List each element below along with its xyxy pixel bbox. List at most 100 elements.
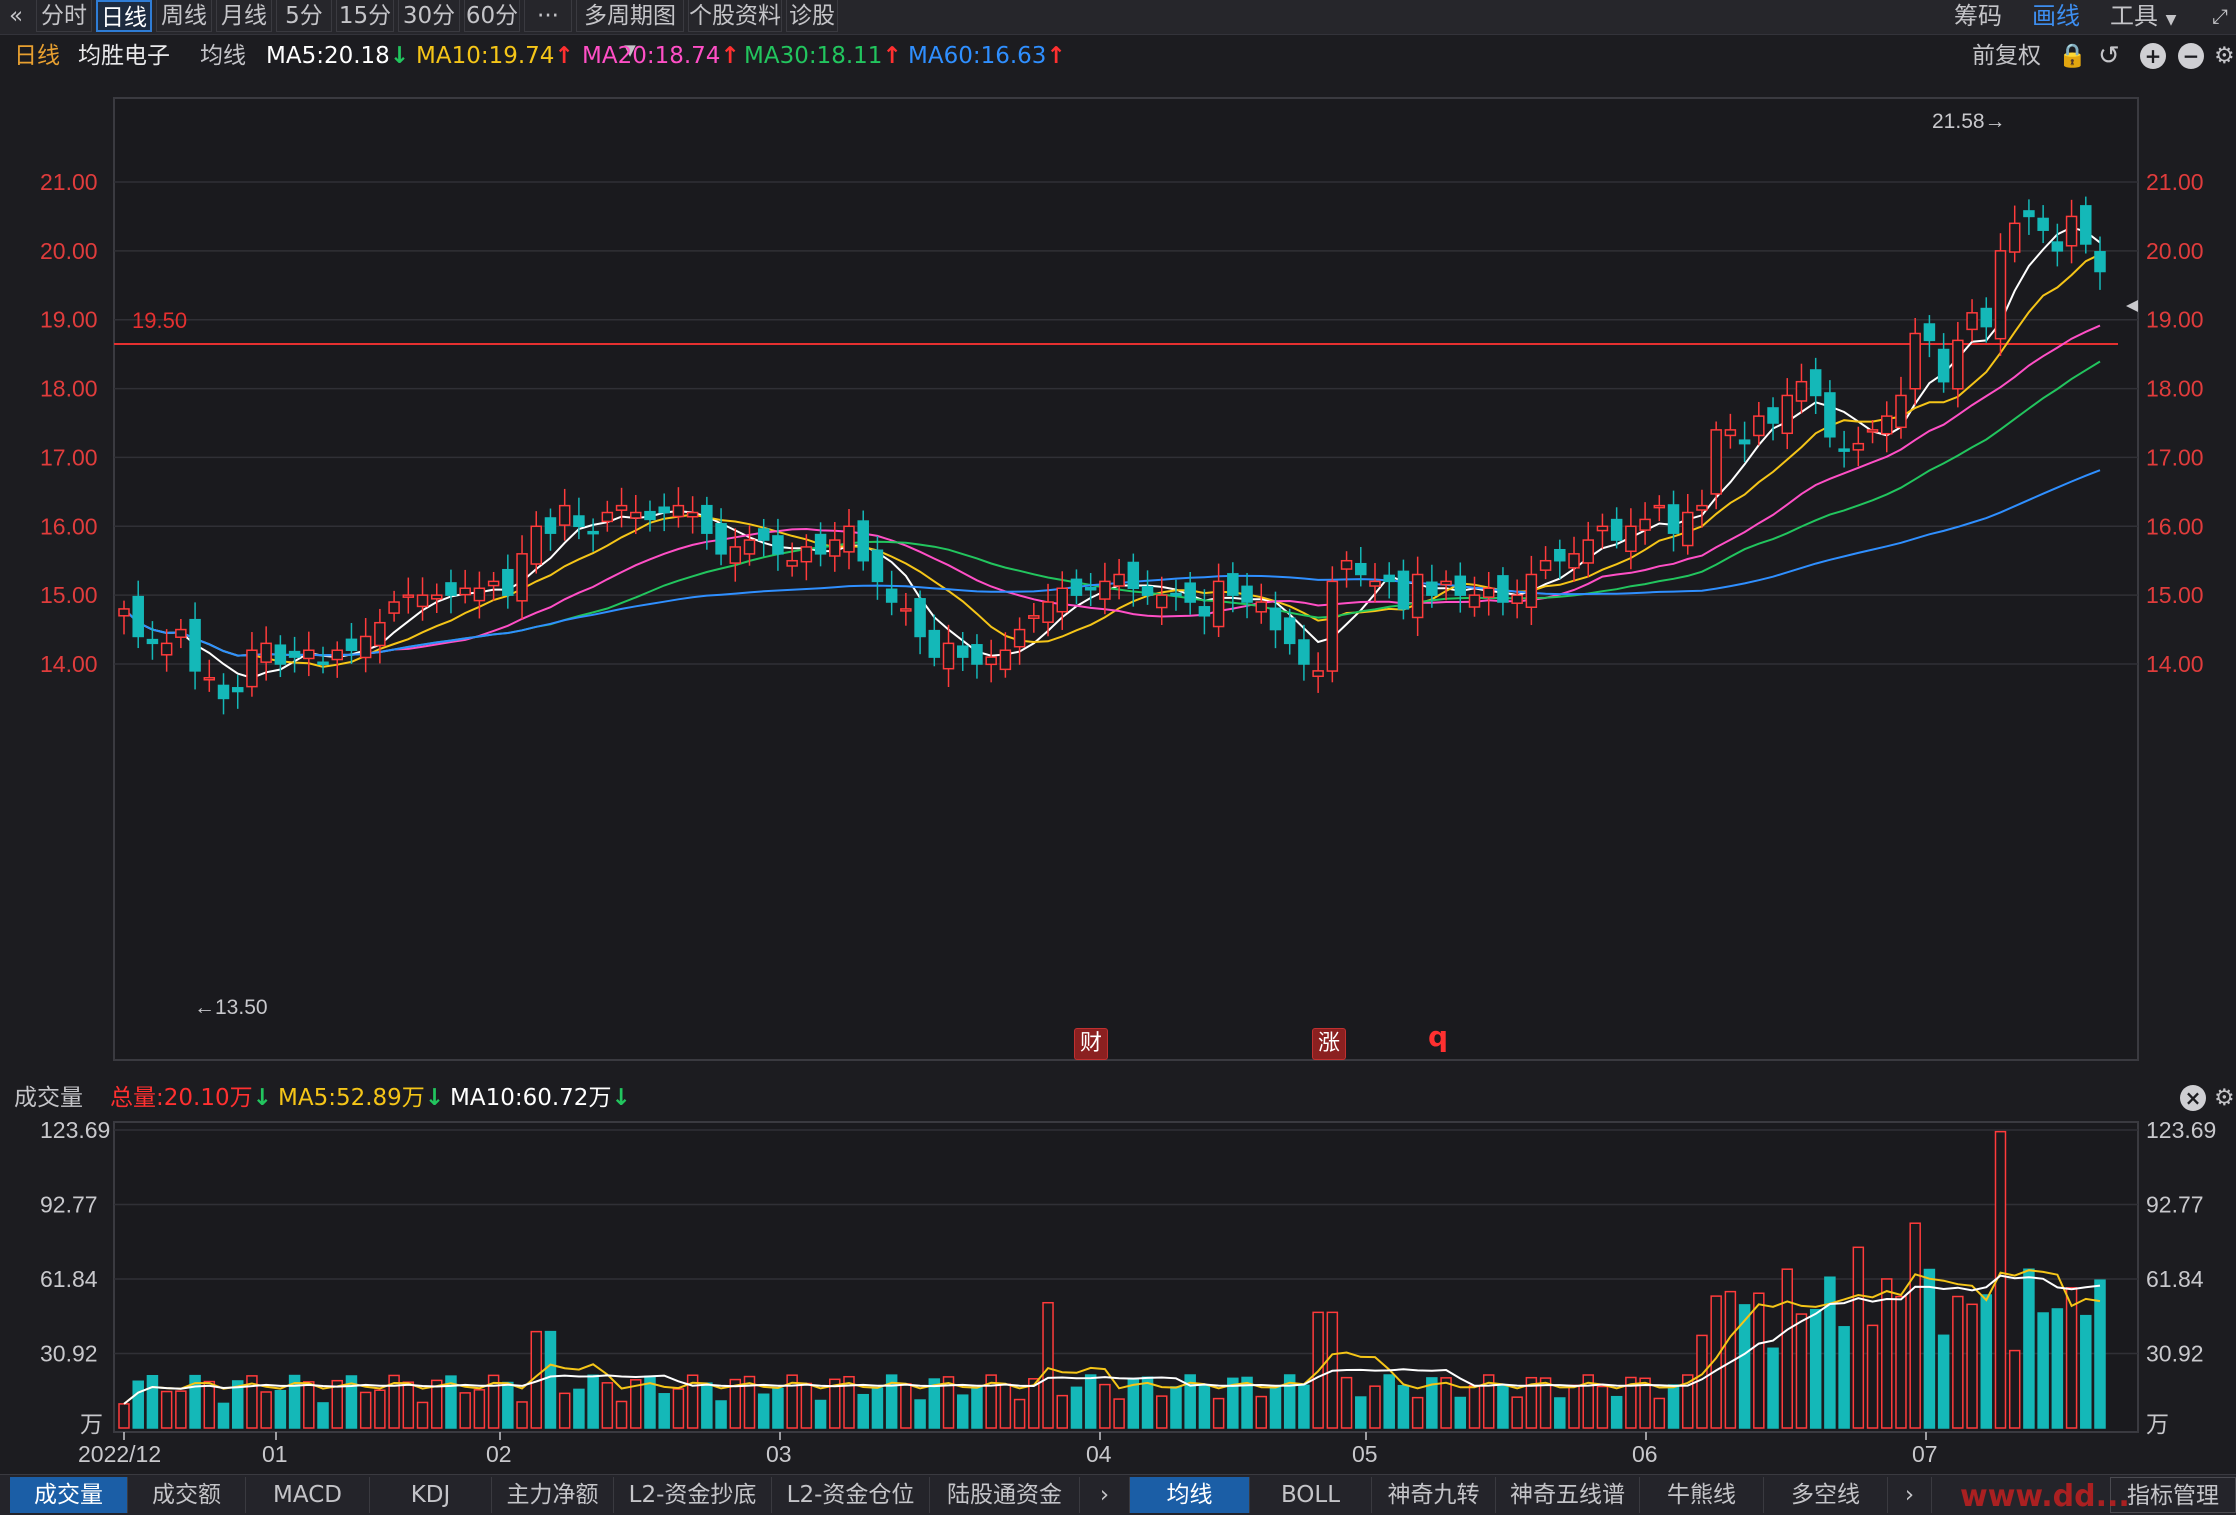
event-marker-finance[interactable]: 财	[1074, 1028, 1108, 1060]
gear-icon[interactable]: ⚙	[2214, 43, 2235, 69]
back-icon[interactable]: «	[8, 3, 24, 29]
volume-total: 总量:20.10万↓	[110, 1085, 272, 1111]
tab-monthly[interactable]: 月线	[216, 0, 272, 32]
volume-bar	[345, 1375, 358, 1429]
volume-bar	[1212, 1397, 1225, 1429]
volume-bar	[303, 1381, 315, 1429]
volume-bar	[1980, 1294, 1993, 1429]
adjust-mode[interactable]: 前复权	[1972, 43, 2041, 69]
volume-tick-label: 92.77	[2146, 1191, 2204, 1217]
tab-l2-position[interactable]: L2-资金仓位	[772, 1477, 930, 1513]
stock-name[interactable]: 均胜电子	[78, 43, 170, 69]
volume-bar	[985, 1374, 997, 1429]
tab-turnover[interactable]: 成交额	[128, 1477, 246, 1513]
candle-body	[800, 546, 813, 563]
tab-30min[interactable]: 30分	[398, 0, 460, 32]
chips-button[interactable]: 筹码	[1954, 2, 2002, 30]
tab-l2-bottom[interactable]: L2-资金抄底	[614, 1477, 772, 1513]
candle-body	[672, 504, 685, 518]
price-y-axis-right: 21.00 20.00 19.00 18.00 17.00 16.00 15.00 14.00	[2146, 169, 2204, 677]
close-indicator-icon[interactable]: ×	[2180, 1085, 2206, 1111]
date-label: 2022/12	[78, 1441, 161, 1467]
tab-diagnosis[interactable]: 诊股	[786, 0, 838, 32]
tab-15min[interactable]: 15分	[336, 0, 394, 32]
event-marker-limit-up[interactable]: 涨	[1312, 1028, 1346, 1060]
tools-button[interactable]: 工具 ▼	[2110, 0, 2176, 32]
candle-body	[956, 645, 969, 658]
candle-body	[1482, 587, 1495, 598]
candle-body	[1610, 518, 1623, 541]
multi-period-dropdown[interactable]: 多周期图 ▼	[576, 0, 684, 59]
date-label: 03	[766, 1441, 792, 1467]
tab-weekly[interactable]: 周线	[156, 0, 212, 32]
price-chart[interactable]: 21.00 20.00 19.00 18.00 17.00 16.00 15.00 14.00…	[0, 78, 2236, 1078]
volume-title[interactable]: 成交量	[14, 1085, 83, 1111]
volume-bar	[2080, 1314, 2092, 1429]
current-price-pointer-icon	[2126, 300, 2138, 312]
indicator-tab-bar: 成交量 成交额 MACD KDJ 主力净额 L2-资金抄底 L2-资金仓位 陆股…	[0, 1474, 2236, 1515]
volume-bar	[402, 1381, 415, 1429]
scroll-right-icon[interactable]: ›	[1080, 1477, 1130, 1513]
gear-icon[interactable]: ⚙	[2214, 1085, 2235, 1111]
tab-stock-profile[interactable]: 个股资料	[688, 0, 782, 32]
volume-bar	[1781, 1268, 1794, 1429]
volume-bar	[502, 1381, 514, 1429]
tab-long-short[interactable]: 多空线	[1764, 1477, 1888, 1513]
tab-main-net[interactable]: 主力净额	[492, 1477, 614, 1513]
tab-boll[interactable]: BOLL	[1250, 1477, 1372, 1513]
tab-connect-funds[interactable]: 陆股通资金	[930, 1477, 1080, 1513]
tab-volume[interactable]: 成交量	[10, 1477, 128, 1513]
tab-5min[interactable]: 5分	[276, 0, 332, 32]
zoom-out-icon[interactable]: −	[2178, 43, 2204, 69]
volume-bar	[359, 1391, 372, 1429]
candle-body	[118, 608, 130, 617]
volume-bar	[1681, 1374, 1694, 1429]
tab-bull-bear[interactable]: 牛熊线	[1640, 1477, 1764, 1513]
indicator-manage-button[interactable]: 指标管理	[2110, 1477, 2236, 1513]
tab-timeshare[interactable]: 分时	[36, 0, 92, 32]
tab-60min[interactable]: 60分	[464, 0, 520, 32]
volume-bar	[487, 1374, 500, 1429]
tab-magic-nine[interactable]: 神奇九转	[1372, 1477, 1496, 1513]
price-tick-label: 20.00	[2146, 238, 2204, 264]
candle-body	[1426, 581, 1438, 596]
candle-body	[615, 504, 628, 511]
volume-bar	[587, 1374, 599, 1429]
zoom-in-icon[interactable]: +	[2140, 43, 2166, 69]
volume-bar	[1895, 1295, 1907, 1429]
candle-body	[1184, 582, 1196, 603]
candle-body	[701, 504, 713, 534]
candle-body	[1667, 504, 1680, 534]
volume-chart[interactable]: 123.69 123.69 92.77 92.77 61.84 61.84 30.92 30.…	[0, 1118, 2236, 1474]
tab-macd[interactable]: MACD	[246, 1477, 370, 1513]
volume-bar	[1255, 1395, 1268, 1429]
event-marker-q[interactable]: q	[1428, 1020, 1449, 1053]
tab-magic-five[interactable]: 神奇五线谱	[1496, 1477, 1640, 1513]
undo-icon[interactable]: ↺	[2098, 41, 2120, 71]
expand-icon[interactable]: ⤢	[2212, 4, 2228, 28]
candle-body	[658, 506, 670, 514]
candle-body	[601, 511, 614, 523]
lock-icon[interactable]: 🔒	[2058, 43, 2087, 69]
candle-body	[573, 515, 585, 528]
tab-kdj[interactable]: KDJ	[370, 1477, 492, 1513]
tab-daily[interactable]: 日线	[96, 0, 152, 32]
volume-bar	[1298, 1384, 1310, 1429]
volume-bar	[1568, 1384, 1580, 1429]
tab-ma[interactable]: 均线	[1130, 1477, 1250, 1513]
volume-bar	[1340, 1376, 1353, 1429]
indicator-name[interactable]: 均线	[200, 43, 246, 69]
candle-body	[1681, 511, 1694, 547]
candle-body	[487, 580, 500, 587]
volume-bar	[1767, 1347, 1779, 1429]
scroll-right-icon[interactable]: ›	[1888, 1477, 1932, 1513]
volume-bar	[1468, 1385, 1481, 1429]
candle-body	[1212, 580, 1225, 628]
volume-bar	[1809, 1308, 1822, 1429]
draw-line-button[interactable]: 画线	[2032, 2, 2080, 30]
more-periods-icon[interactable]: ···	[524, 0, 572, 32]
volume-bar	[573, 1388, 585, 1429]
volume-bar	[430, 1379, 443, 1429]
date-label: 07	[1912, 1441, 1938, 1467]
date-label: 01	[262, 1441, 288, 1467]
